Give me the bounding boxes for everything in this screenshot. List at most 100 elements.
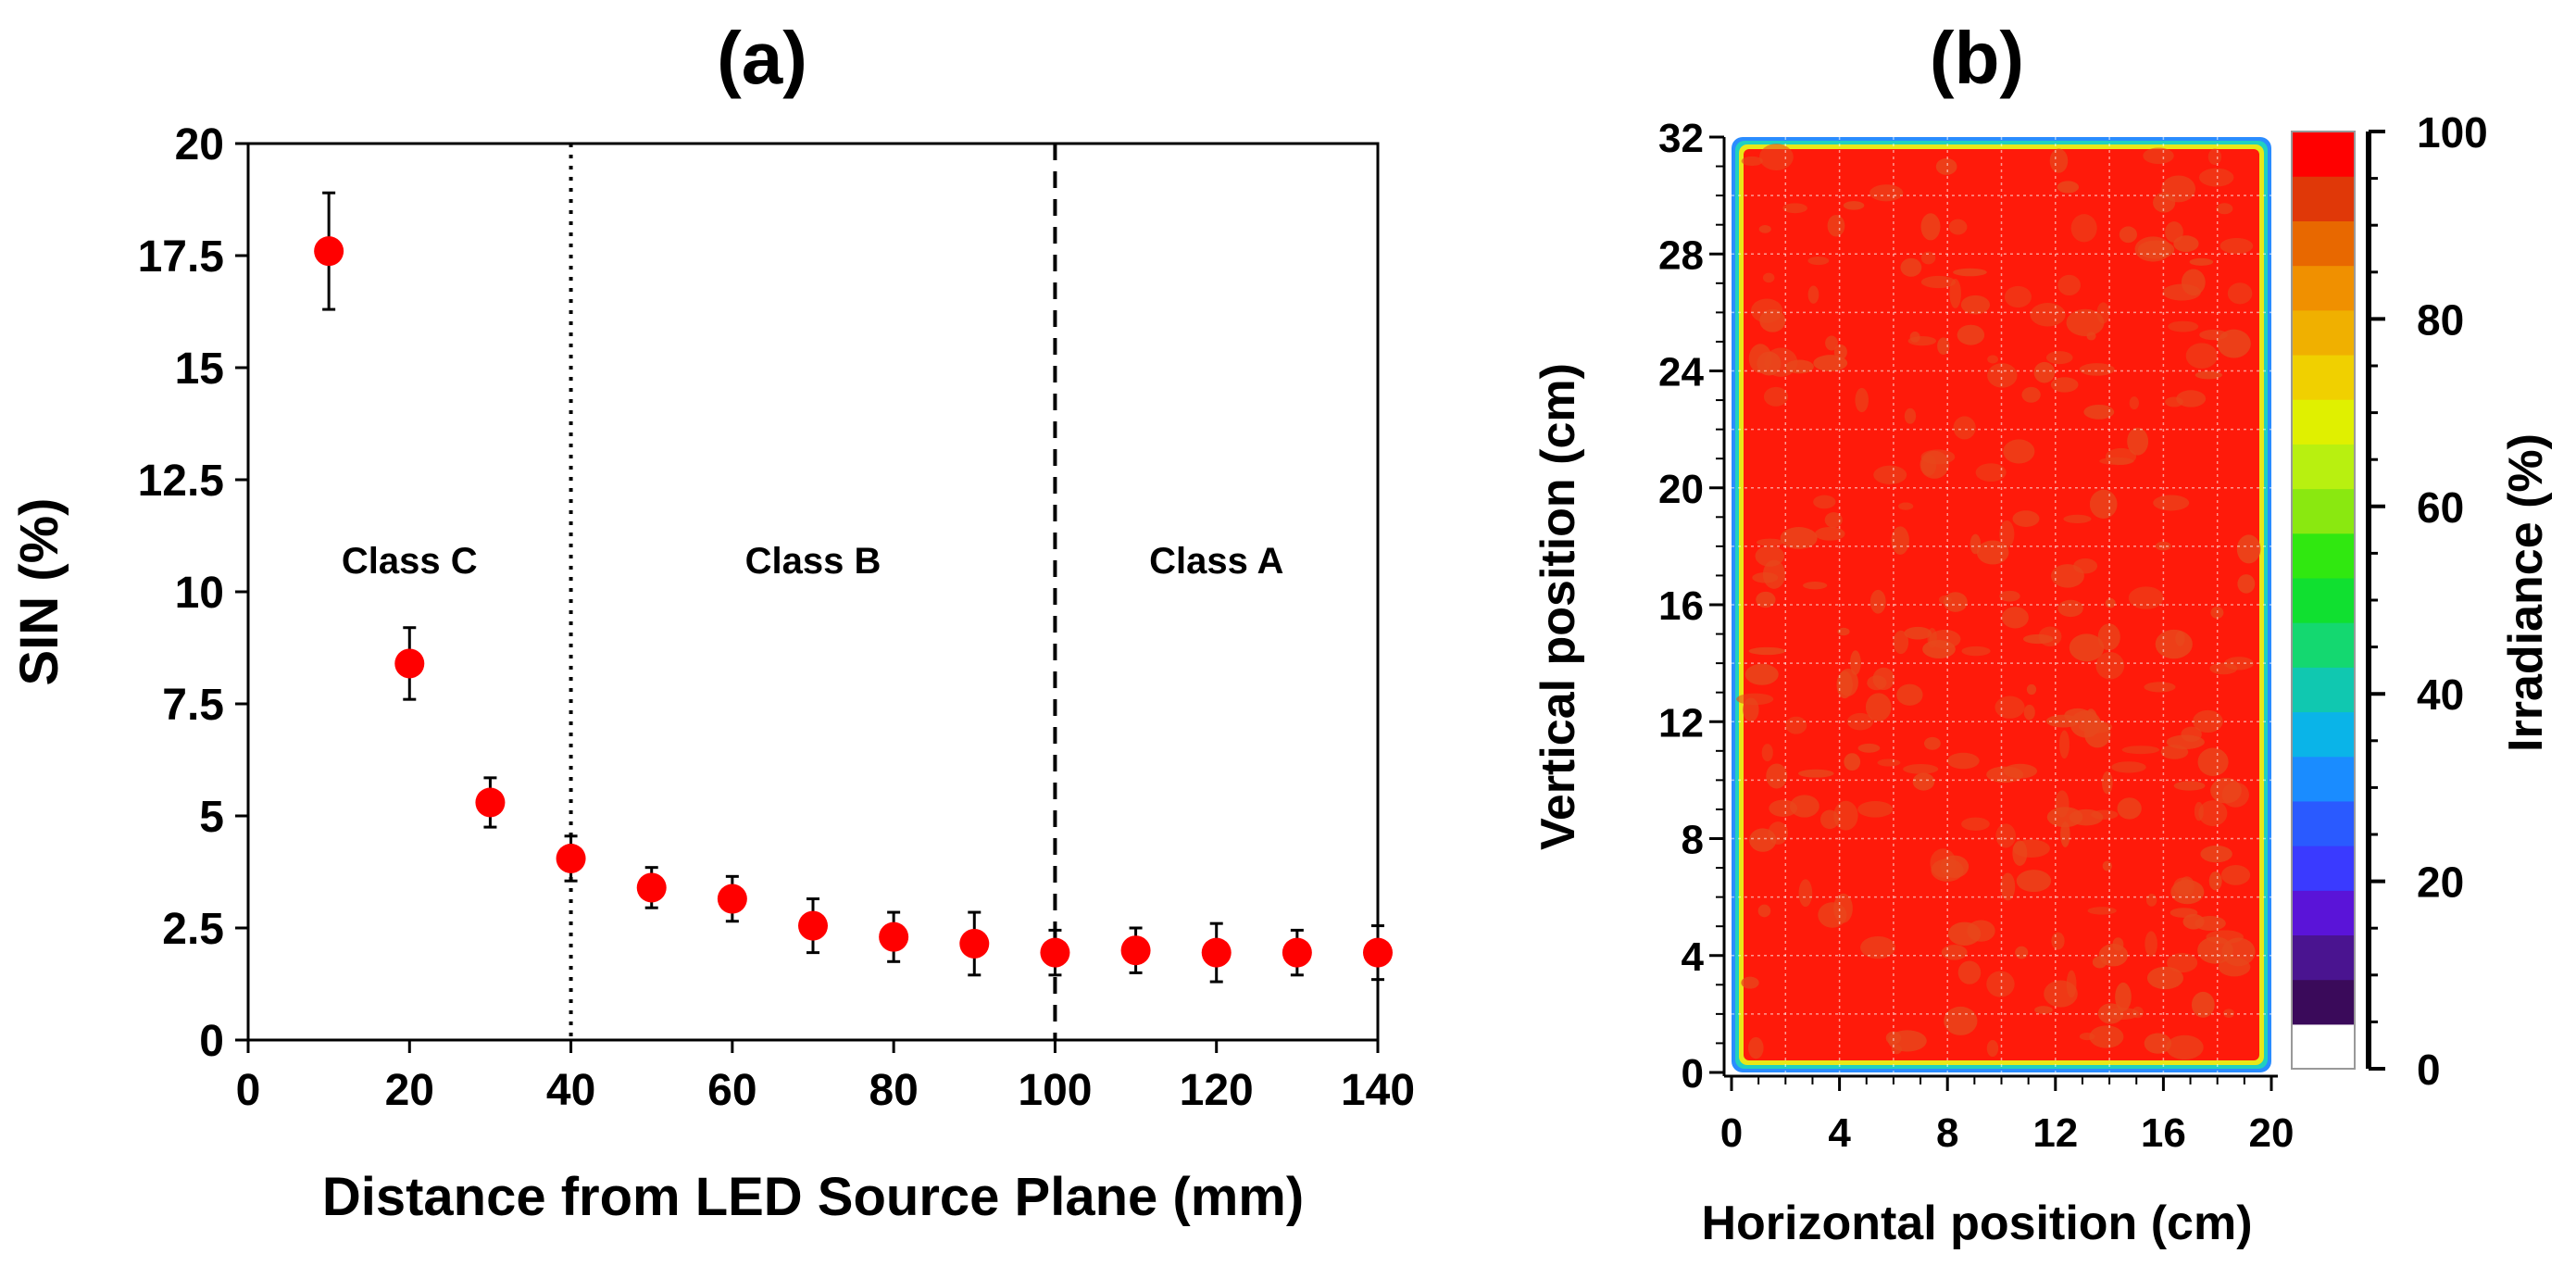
irradiance-patch	[2099, 457, 2134, 466]
irradiance-patch	[2198, 168, 2234, 187]
colorbar-swatch	[2292, 756, 2355, 802]
irradiance-patch	[2023, 704, 2035, 721]
irradiance-patch	[2095, 652, 2125, 680]
colorbar-swatch	[2292, 399, 2355, 445]
irradiance-patch	[2146, 966, 2184, 990]
data-point	[1363, 937, 1393, 968]
irradiance-patch	[2217, 329, 2251, 358]
irradiance-patch	[2021, 386, 2041, 403]
irradiance-patch	[2016, 870, 2052, 893]
irradiance-patch	[2209, 662, 2238, 675]
y-tick-label: 15	[175, 345, 224, 394]
irradiance-patch	[1944, 1006, 1978, 1035]
irradiance-patch	[2161, 175, 2196, 203]
colorbar-swatch	[2292, 622, 2355, 668]
irradiance-patch	[1877, 758, 1901, 767]
irradiance-patch	[1898, 502, 1914, 510]
colorbar-tick-label: 80	[2417, 295, 2464, 344]
y-tick-label: 20	[1658, 467, 1704, 512]
irradiance-patch	[2195, 370, 2222, 380]
irradiance-patch	[2160, 745, 2189, 759]
x-tick-label: 8	[1936, 1110, 1958, 1156]
data-point	[636, 872, 667, 903]
colorbar-swatch	[2292, 309, 2355, 356]
irradiance-patch	[2057, 181, 2080, 194]
y-tick-label: 5	[199, 793, 224, 842]
x-tick-label: 12	[2032, 1110, 2078, 1156]
panel-a-x-tick-labels: 0 20 40 60 80 100 120 140	[236, 1066, 1415, 1115]
irradiance-patch	[2166, 1034, 2204, 1060]
irradiance-patch	[1999, 520, 2015, 548]
panel-b-irradiance-map	[1732, 137, 2271, 1072]
panel-a-title: (a)	[717, 17, 807, 99]
irradiance-patch	[1744, 663, 1779, 685]
irradiance-patch	[1904, 626, 1932, 640]
irradiance-patch	[2051, 932, 2065, 950]
irradiance-patch	[1920, 251, 1936, 265]
x-tick-label: 20	[385, 1066, 434, 1115]
irradiance-patch	[1987, 363, 2018, 388]
y-tick-label: 7.5	[162, 681, 224, 730]
irradiance-patch	[2145, 931, 2157, 958]
panel-b-axis-ticks	[1709, 135, 2273, 1091]
x-tick-label: 20	[2249, 1110, 2295, 1156]
irradiance-patch	[2208, 871, 2222, 891]
irradiance-patch	[1846, 712, 1874, 731]
irradiance-patch	[1763, 386, 1789, 407]
irradiance-patch	[1949, 279, 1961, 308]
panel-b: (b) 0 4 8 12 16 20 0 4 8 12 16 20 24 28 32 Horizontal…	[1532, 17, 2553, 1250]
x-tick-label: 0	[1720, 1110, 1743, 1156]
panel-a: (a) 0 20 40 60 80 100 120 140 0 2.5 5 7.5 10 12.5 15 1…	[9, 17, 1415, 1227]
irradiance-patch	[2044, 980, 2078, 1008]
y-tick-label: 12	[1658, 700, 1704, 746]
irradiance-patch	[2055, 790, 2070, 818]
irradiance-patch	[2003, 439, 2035, 464]
irradiance-patch	[1748, 1036, 1764, 1059]
irradiance-patch	[2012, 840, 2028, 866]
colorbar-tick-label: 20	[2417, 859, 2464, 907]
y-tick-label: 12.5	[138, 457, 224, 506]
irradiance-patch	[1922, 640, 1956, 658]
irradiance-patch	[1844, 753, 1861, 771]
colorbar-swatch	[2292, 488, 2355, 534]
y-tick-label: 8	[1682, 818, 1704, 863]
irradiance-patch	[1961, 646, 1991, 657]
data-point	[717, 884, 747, 914]
irradiance-patch	[1941, 945, 1968, 960]
panel-a-data-points	[314, 236, 1393, 968]
irradiance-patch	[2079, 363, 2115, 376]
irradiance-patch	[2049, 148, 2069, 173]
irradiance-patch	[1833, 893, 1853, 923]
colorbar	[2292, 132, 2355, 1070]
colorbar-swatch	[2292, 265, 2355, 311]
irradiance-patch	[2058, 730, 2070, 759]
panel-b-x-tick-labels: 0 4 8 12 16 20	[1720, 1110, 2295, 1156]
irradiance-patch	[2012, 510, 2040, 527]
irradiance-patch	[2223, 1009, 2234, 1019]
irradiance-patch	[1837, 668, 1858, 696]
data-point	[1282, 937, 1312, 968]
irradiance-patch	[2121, 746, 2160, 755]
irradiance-patch	[1891, 526, 1909, 555]
irradiance-patch	[2050, 377, 2079, 393]
irradiance-patch	[2132, 1006, 2144, 1019]
panel-a-x-axis-label: Distance from LED Source Plane (mm)	[322, 1167, 1304, 1227]
colorbar-swatch	[2292, 979, 2355, 1025]
irradiance-patch	[1843, 201, 1865, 210]
irradiance-patch	[2089, 489, 2118, 519]
colorbar-swatch	[2292, 220, 2355, 267]
irradiance-patch	[2097, 1003, 2124, 1024]
irradiance-patch	[2101, 771, 2113, 795]
irradiance-patch	[1837, 627, 1850, 636]
irradiance-patch	[2098, 944, 2129, 967]
irradiance-patch	[1857, 801, 1894, 818]
irradiance-patch	[1761, 744, 1773, 762]
irradiance-patch	[1813, 495, 1836, 509]
data-point	[798, 910, 828, 941]
irradiance-patch	[1782, 203, 1807, 214]
colorbar-label: Irradiance (%)	[2499, 433, 2553, 752]
irradiance-patch	[2000, 872, 2016, 901]
colorbar-tick-labels: 0 20 40 60 80 100	[2417, 108, 2488, 1094]
irradiance-patch	[1798, 879, 1813, 908]
irradiance-patch	[2194, 801, 2204, 821]
